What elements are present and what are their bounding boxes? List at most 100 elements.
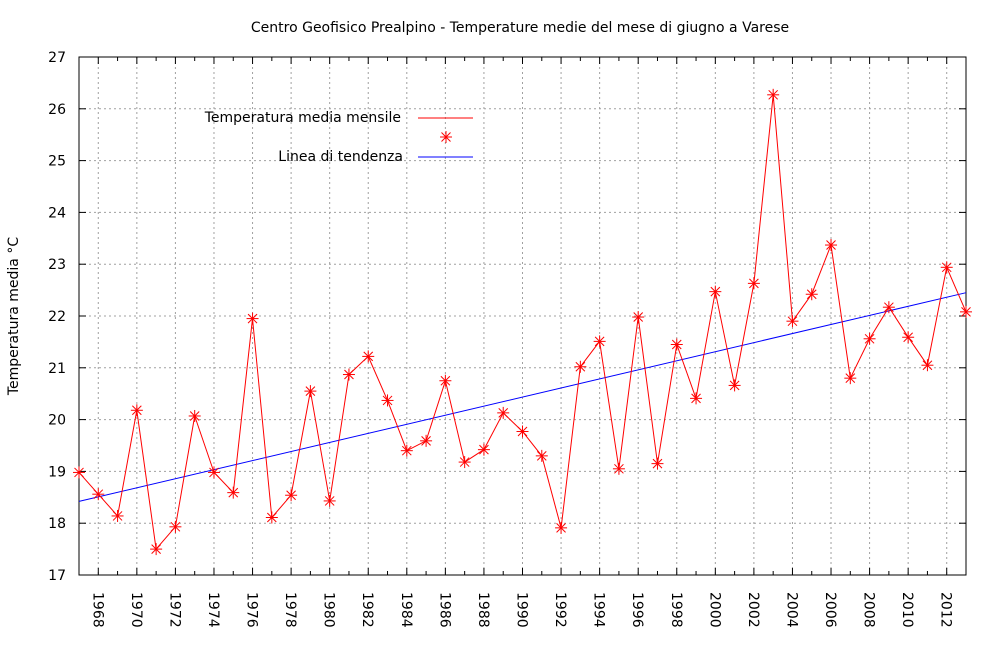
x-tick-label: 1994	[591, 592, 607, 628]
marker-stroke	[652, 458, 663, 469]
data-point	[227, 486, 240, 499]
data-point	[863, 332, 876, 345]
marker-stroke	[594, 336, 605, 347]
marker-stroke	[344, 369, 354, 380]
data-point	[670, 338, 683, 351]
marker-stroke	[305, 386, 316, 396]
x-tick-label: 1996	[629, 592, 645, 628]
data-point	[882, 301, 895, 314]
chart-title: Centro Geofisico Prealpino - Temperature…	[251, 20, 789, 36]
y-tick-label: 19	[48, 464, 66, 480]
marker-stroke	[749, 278, 759, 289]
marker-stroke	[903, 332, 914, 343]
legend-star	[440, 131, 452, 143]
marker-stroke	[691, 393, 701, 404]
marker-stroke	[768, 89, 779, 100]
x-tick-label: 1972	[166, 592, 182, 628]
y-tick-label: 22	[48, 309, 66, 325]
marker-stroke	[324, 496, 335, 506]
y-tick-label: 18	[48, 516, 66, 532]
trend-line	[78, 292, 967, 502]
marker-stroke	[845, 373, 856, 384]
x-tick-label: 1986	[436, 592, 452, 628]
data-point	[458, 456, 471, 469]
data-point	[767, 88, 780, 101]
data-point	[632, 311, 645, 324]
x-tick-label: 1988	[475, 592, 491, 628]
data-point	[439, 374, 452, 387]
marker-stroke	[479, 444, 489, 455]
y-tick-label: 24	[48, 205, 66, 221]
y-tick-label: 27	[48, 50, 66, 66]
marker-stroke	[170, 521, 181, 532]
legend-marker-temperatura	[440, 131, 452, 143]
marker-stroke	[209, 467, 219, 478]
x-tick-label: 2012	[938, 592, 954, 628]
marker-stroke	[401, 445, 412, 456]
data-point	[921, 359, 934, 372]
data-point	[844, 372, 857, 385]
marker-stroke	[363, 351, 374, 362]
data-point	[535, 449, 548, 462]
x-tick-label: 1974	[205, 592, 221, 628]
y-tick-label: 20	[48, 413, 66, 429]
marker-stroke	[441, 132, 451, 142]
marker-stroke	[826, 240, 836, 250]
marker-stroke	[286, 490, 296, 501]
axes: 17 18 19 20 21 22 23 24 25 26 27 1968 1970 1972 1974 19…	[48, 50, 967, 628]
marker-stroke	[382, 395, 393, 406]
x-tick-label: 1978	[282, 592, 298, 628]
data-point	[497, 406, 510, 419]
data-point	[323, 494, 336, 507]
series-layer	[73, 88, 972, 556]
x-tick-label: 1982	[359, 592, 375, 628]
data-point	[362, 350, 375, 363]
marker-stroke	[884, 302, 894, 313]
marker-stroke	[498, 408, 509, 418]
marker-stroke	[440, 375, 451, 386]
x-tick-label: 1968	[89, 592, 105, 628]
marker-stroke	[671, 339, 682, 350]
y-tick-label: 26	[48, 102, 66, 118]
data-point	[960, 305, 972, 318]
marker-stroke	[517, 426, 528, 437]
y-tick-label: 21	[48, 361, 66, 377]
data-point	[207, 466, 220, 479]
data-point	[612, 462, 625, 475]
marker-stroke	[536, 451, 547, 461]
x-tick-label: 1992	[552, 592, 568, 628]
data-point	[381, 394, 394, 407]
data-point	[651, 457, 664, 470]
x-tick-label: 2000	[706, 592, 722, 628]
data-point	[516, 425, 529, 438]
marker-stroke	[922, 360, 933, 371]
data-point	[825, 239, 838, 252]
y-tick-label: 17	[48, 568, 66, 584]
marker-stroke	[729, 380, 740, 391]
marker-stroke	[151, 544, 161, 554]
marker-stroke	[864, 333, 875, 344]
data-point	[169, 520, 182, 533]
marker-stroke	[189, 411, 200, 421]
legend-label-temperatura: Temperatura media mensile	[204, 110, 401, 126]
data-point	[246, 312, 259, 325]
marker-stroke	[806, 289, 817, 300]
data-point	[285, 489, 298, 502]
marker-stroke	[633, 312, 644, 322]
data-point	[92, 488, 105, 501]
data-point	[709, 285, 722, 298]
marker-stroke	[787, 316, 798, 327]
marker-stroke	[247, 313, 258, 324]
data-point	[150, 543, 163, 556]
marker-stroke	[74, 467, 84, 478]
x-tick-label: 1970	[128, 592, 144, 628]
grid	[79, 57, 966, 575]
marker-stroke	[710, 286, 721, 297]
x-tick-label: 1984	[398, 592, 414, 628]
data-point	[902, 331, 915, 344]
data-point	[477, 443, 490, 456]
data-point	[130, 404, 143, 417]
data-point	[304, 385, 317, 398]
y-axis-label: Temperatura media °C	[6, 237, 22, 396]
data-point	[728, 379, 741, 392]
